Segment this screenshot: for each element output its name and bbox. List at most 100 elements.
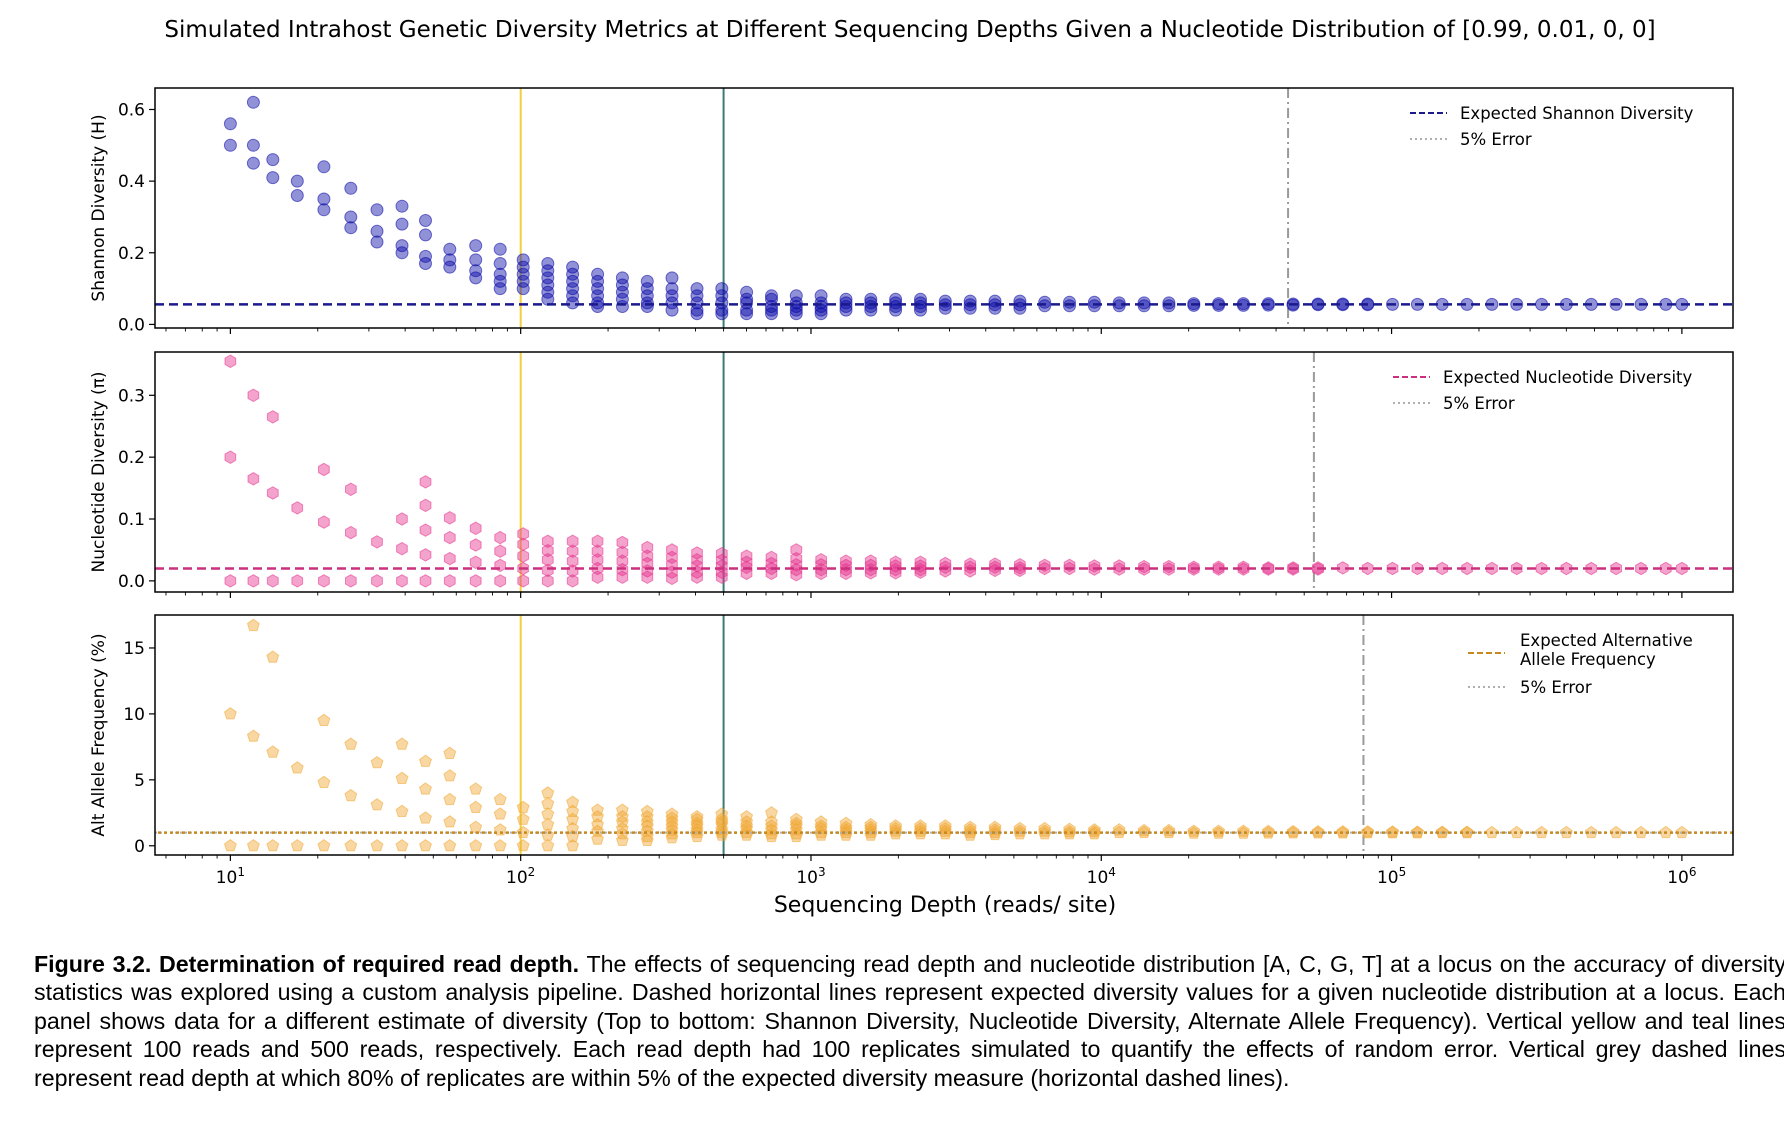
data-point — [247, 472, 260, 486]
data-point — [516, 260, 530, 274]
data-point — [344, 838, 358, 852]
data-point — [665, 811, 679, 824]
data-point — [494, 530, 507, 545]
data-point — [443, 815, 457, 828]
data-point — [344, 221, 358, 235]
data-point — [419, 523, 432, 537]
data-point — [419, 475, 432, 489]
data-point — [789, 307, 803, 321]
y-tick-label: 0 — [134, 837, 145, 857]
data-point — [266, 574, 279, 588]
data-point — [765, 815, 778, 828]
data-point — [566, 267, 580, 281]
data-point — [469, 574, 482, 588]
data-point — [566, 274, 580, 288]
data-point — [541, 534, 554, 549]
legend-label-expected: Expected Shannon Diversity — [1460, 104, 1694, 123]
data-point — [566, 804, 580, 817]
data-point — [395, 771, 409, 784]
data-point — [443, 769, 457, 782]
data-point — [317, 203, 331, 217]
data-point — [266, 745, 280, 758]
data-points — [223, 618, 1689, 852]
data-point — [814, 296, 828, 310]
data-point — [344, 788, 358, 802]
data-point — [1137, 296, 1151, 310]
data-point — [591, 553, 604, 567]
data-point — [1162, 296, 1176, 310]
data-point — [1461, 561, 1473, 576]
data-point — [616, 570, 629, 584]
data-point — [443, 551, 456, 566]
data-point — [317, 775, 331, 788]
data-point — [419, 498, 432, 513]
data-point — [665, 819, 679, 832]
data-point — [396, 541, 408, 556]
data-point — [541, 553, 554, 567]
data-point — [517, 574, 529, 588]
data-point — [591, 289, 605, 303]
data-point — [493, 838, 507, 852]
data-point — [443, 746, 457, 759]
data-point — [516, 274, 530, 288]
data-point — [640, 274, 654, 288]
data-point — [541, 807, 555, 820]
data-point — [740, 307, 754, 321]
y-tick-label: 0.6 — [118, 100, 145, 120]
x-axis-label: Sequencing Depth (reads/ site) — [774, 893, 1116, 918]
legend-label-expected: Expected Alternative — [1520, 631, 1693, 650]
data-point — [665, 289, 679, 303]
y-tick-label: 0.3 — [118, 386, 145, 406]
data-point — [566, 795, 580, 808]
y-tick-label: 0.4 — [118, 172, 145, 192]
data-point — [641, 540, 654, 555]
data-point — [1014, 563, 1026, 578]
data-point — [469, 838, 483, 852]
data-point — [370, 798, 384, 811]
data-point — [419, 257, 432, 270]
data-point — [591, 534, 604, 549]
data-point — [640, 296, 654, 310]
data-point — [715, 282, 729, 296]
data-point — [395, 217, 409, 231]
data-point — [541, 543, 554, 558]
data-point — [443, 530, 456, 545]
data-point — [516, 800, 530, 813]
data-point — [266, 838, 280, 852]
data-point — [1013, 827, 1027, 840]
data-point — [1261, 824, 1275, 837]
data-point — [566, 296, 580, 310]
data-point — [395, 838, 409, 852]
data-point — [616, 535, 629, 550]
legend-label-error: 5% Error — [1443, 394, 1515, 413]
data-point — [591, 274, 605, 288]
data-point — [516, 812, 530, 825]
data-point — [224, 450, 237, 464]
data-points — [224, 354, 1688, 588]
data-point — [814, 307, 828, 321]
data-point — [246, 838, 260, 852]
data-point — [939, 564, 952, 578]
data-point — [247, 388, 260, 403]
legend-label-expected: Expected Nucleotide Diversity — [1443, 368, 1692, 387]
data-point — [223, 838, 237, 852]
data-point — [517, 537, 529, 552]
legend-label-error: 5% Error — [1460, 130, 1532, 149]
data-point — [419, 228, 432, 242]
data-point — [395, 737, 409, 750]
panel-nucleotide: 0.0 0.1 0.2 0.3 Nucleotide Diversity (π) Expe… — [89, 351, 1734, 598]
data-point — [815, 566, 827, 581]
data-point — [317, 192, 331, 206]
data-point — [1162, 299, 1176, 313]
data-point — [317, 160, 331, 174]
y-axis-label: Nucleotide Diversity (π) — [89, 372, 109, 573]
data-point — [345, 525, 357, 540]
data-point — [615, 833, 629, 846]
data-point — [419, 548, 432, 562]
data-point — [443, 511, 456, 525]
data-point — [395, 804, 409, 817]
data-point — [1113, 562, 1126, 576]
data-point — [469, 782, 483, 795]
legend: Expected Nucleotide Diversity 5% Error — [1393, 368, 1692, 413]
data-point — [1038, 299, 1052, 313]
